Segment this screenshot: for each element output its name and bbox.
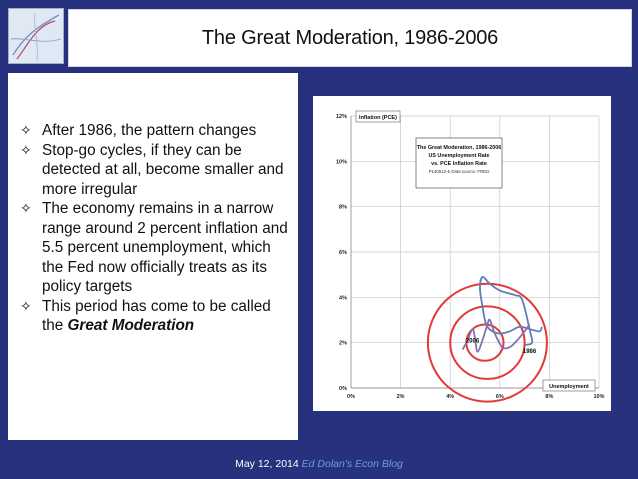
y-axis-label: Inflation (PCE)	[359, 115, 397, 121]
bullet-emphasis: Great Moderation	[67, 317, 195, 334]
bullet-item: ✧ This period has come to be called the …	[20, 297, 290, 336]
footer-date: May 12, 2014	[235, 458, 299, 470]
phillips-curve-chart: 0% 2% 4% 6% 8% 10% 12% 0% 2% 4% 6% 8% 10% 2006 1986 T…	[336, 110, 605, 403]
footer-blog-link[interactable]: Ed Dolan's Econ Blog	[301, 458, 403, 470]
series-line	[461, 318, 531, 353]
star-bullet-icon: ✧	[20, 122, 32, 138]
x-tick-label: 6%	[496, 394, 504, 400]
x-axis-label: Unemployment	[549, 384, 589, 390]
chart-title: The Great Moderation, 1986-2006	[417, 145, 501, 151]
y-axis-label-box: Inflation (PCE)	[355, 110, 401, 123]
slide-footer: May 12, 2014 Ed Dolan's Econ Blog	[0, 458, 638, 470]
y-tick-label: 10%	[336, 159, 347, 165]
star-bullet-icon: ✧	[20, 297, 32, 314]
bullet-text: After 1986, the pattern changes	[42, 122, 257, 139]
x-tick-label: 2%	[397, 394, 405, 400]
y-tick-label: 4%	[339, 295, 347, 301]
bullet-text: Stop-go cycles, if they can be detected …	[42, 141, 284, 198]
y-tick-label: 6%	[339, 250, 347, 256]
tick-labels: 0% 2% 4% 6% 8% 10% 12% 0% 2% 4% 6% 8% 10%	[336, 114, 605, 400]
bullet-text: This period has come to be called the Gr…	[42, 297, 290, 336]
bullet-text-lead: This period has come to be called the	[42, 297, 271, 335]
series-lines	[461, 276, 543, 353]
slide-title-bar: The Great Moderation, 1986-2006	[68, 9, 632, 67]
x-axis-label-box: Unemployment	[542, 379, 596, 392]
bullet-item: ✧ After 1986, the pattern changes	[20, 121, 290, 141]
bullet-item: ✧ Stop-go cycles, if they can be detecte…	[20, 141, 290, 200]
chart-source-note: P140512-5 Data source: FRED	[429, 169, 490, 174]
slide-title: The Great Moderation, 1986-2006	[201, 26, 499, 49]
y-tick-label: 2%	[339, 341, 347, 347]
y-tick-label: 12%	[336, 114, 347, 120]
bullet-item: ✧ The economy remains in a narrow range …	[20, 199, 290, 297]
bullet-text-box: ✧ After 1986, the pattern changes ✧ Stop…	[8, 73, 298, 440]
y-tick-label: 8%	[339, 205, 347, 211]
x-tick-label: 0%	[347, 394, 355, 400]
chart-title-box: The Great Moderation, 1986-2006 US Unemp…	[415, 137, 503, 189]
map-thumbnail-icon	[8, 8, 64, 64]
star-bullet-icon: ✧	[20, 200, 32, 216]
x-tick-label: 8%	[545, 394, 553, 400]
y-tick-label: 0%	[339, 386, 347, 392]
year-annotation: 2006	[466, 339, 480, 345]
bullet-text: The economy remains in a narrow range ar…	[42, 200, 288, 295]
highlight-circle	[449, 305, 526, 380]
chart-subtitle-line: US Unemployment Rate	[428, 153, 489, 159]
x-tick-label: 4%	[446, 394, 454, 400]
x-tick-label: 10%	[593, 394, 604, 400]
annotations: 2006 1986	[466, 339, 537, 355]
highlight-circle	[426, 282, 548, 403]
year-annotation: 1986	[523, 349, 537, 355]
star-bullet-icon: ✧	[20, 141, 32, 158]
chart-subtitle-line: vs. PCE Inflation Rate	[431, 161, 487, 167]
series-line	[479, 276, 543, 346]
chart-panel: 0% 2% 4% 6% 8% 10% 12% 0% 2% 4% 6% 8% 10% 2006 1986 T…	[313, 96, 611, 411]
